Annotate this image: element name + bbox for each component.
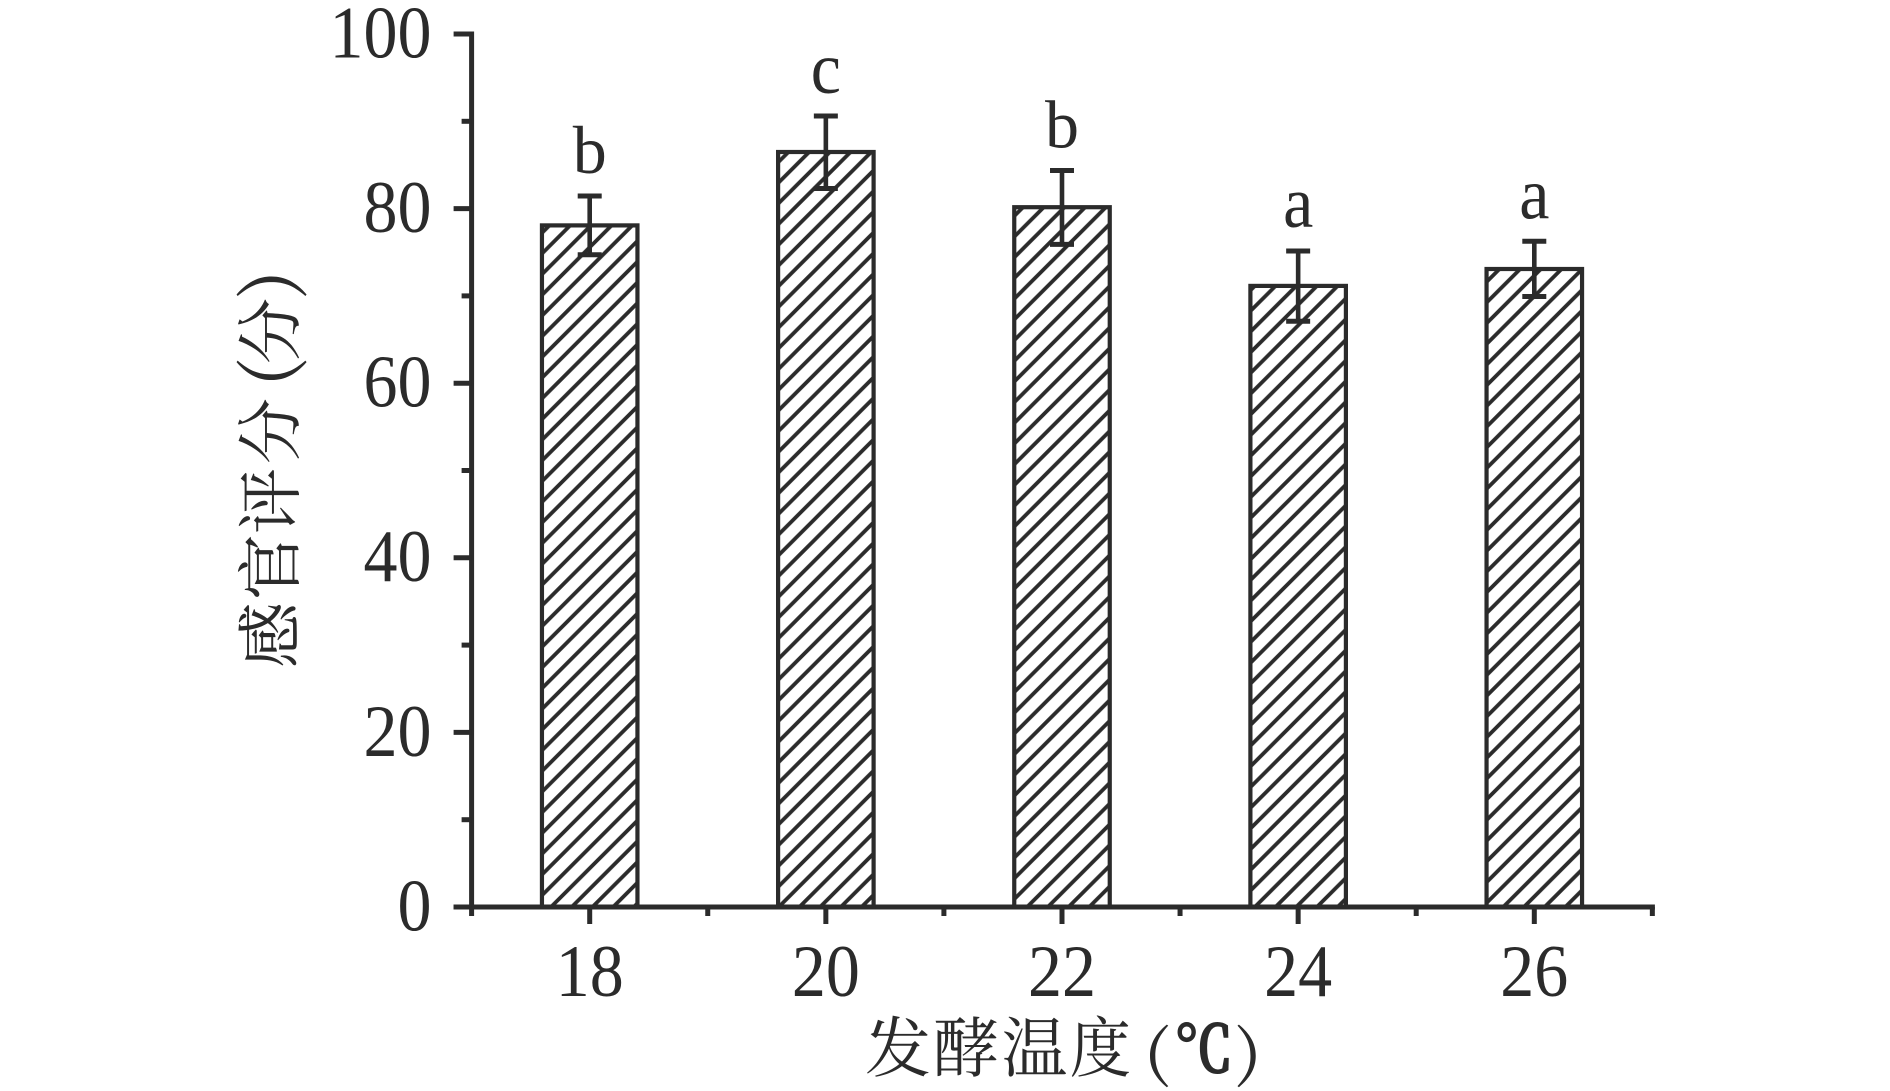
svg-text:a: a <box>1519 154 1549 235</box>
svg-text:b: b <box>1045 86 1079 162</box>
svg-text:18: 18 <box>556 932 624 1013</box>
svg-text:20: 20 <box>364 691 432 772</box>
svg-text:100: 100 <box>330 0 432 74</box>
svg-text:a: a <box>1283 163 1313 244</box>
svg-text:0: 0 <box>398 866 432 947</box>
svg-text:b: b <box>573 112 607 188</box>
svg-text:80: 80 <box>364 168 432 249</box>
svg-text:22: 22 <box>1028 932 1096 1013</box>
svg-text:26: 26 <box>1500 932 1568 1013</box>
svg-text:20: 20 <box>792 932 860 1013</box>
svg-text:40: 40 <box>364 517 432 598</box>
svg-text:c: c <box>811 29 841 110</box>
svg-text:60: 60 <box>364 342 432 423</box>
svg-text:24: 24 <box>1264 932 1332 1013</box>
